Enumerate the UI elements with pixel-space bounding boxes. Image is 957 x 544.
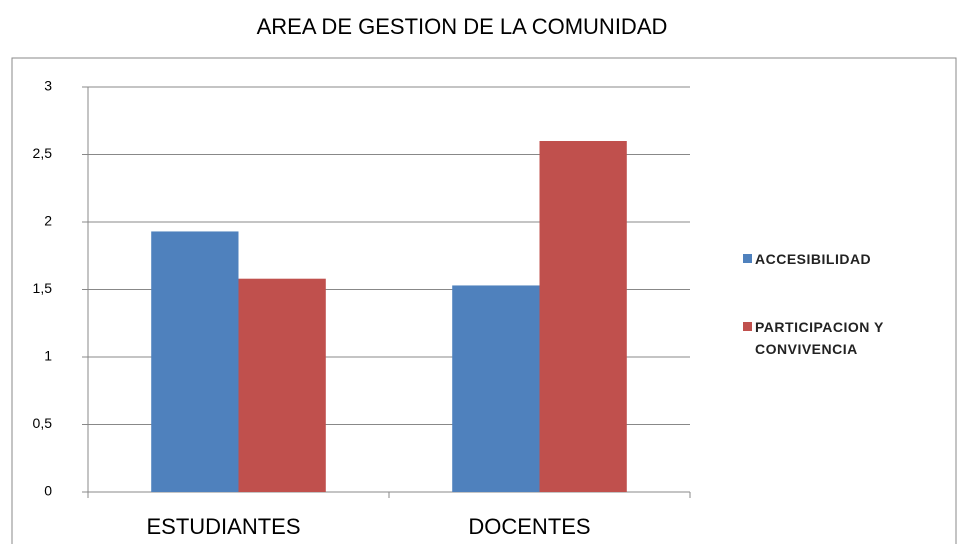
x-tick-label: ESTUDIANTES: [146, 514, 300, 539]
chart-border: [11, 57, 957, 544]
legend-label: ACCESIBILIDAD: [755, 251, 872, 267]
bar: [452, 285, 540, 492]
legend-item: PARTICIPACION Y CONVIVENCIA: [743, 316, 945, 360]
y-tick-label: 3: [44, 78, 52, 94]
y-tick-label: 2,5: [33, 145, 53, 161]
x-tick-label: DOCENTES: [468, 514, 590, 539]
legend-item: ACCESIBILIDAD: [743, 248, 945, 270]
bar: [539, 141, 627, 492]
y-tick-label: 2: [44, 213, 52, 229]
bar: [151, 231, 239, 492]
y-tick-label: 1: [44, 348, 52, 364]
y-tick-label: 0: [44, 483, 52, 499]
bar: [238, 278, 326, 492]
y-tick-label: 0,5: [33, 415, 53, 431]
legend-swatch: [743, 322, 752, 331]
legend-label: PARTICIPACION Y CONVIVENCIA: [755, 319, 884, 357]
y-tick-label: 1,5: [33, 280, 53, 296]
chart-title: AREA DE GESTION DE LA COMUNIDAD: [257, 14, 668, 39]
legend-swatch: [743, 254, 752, 263]
